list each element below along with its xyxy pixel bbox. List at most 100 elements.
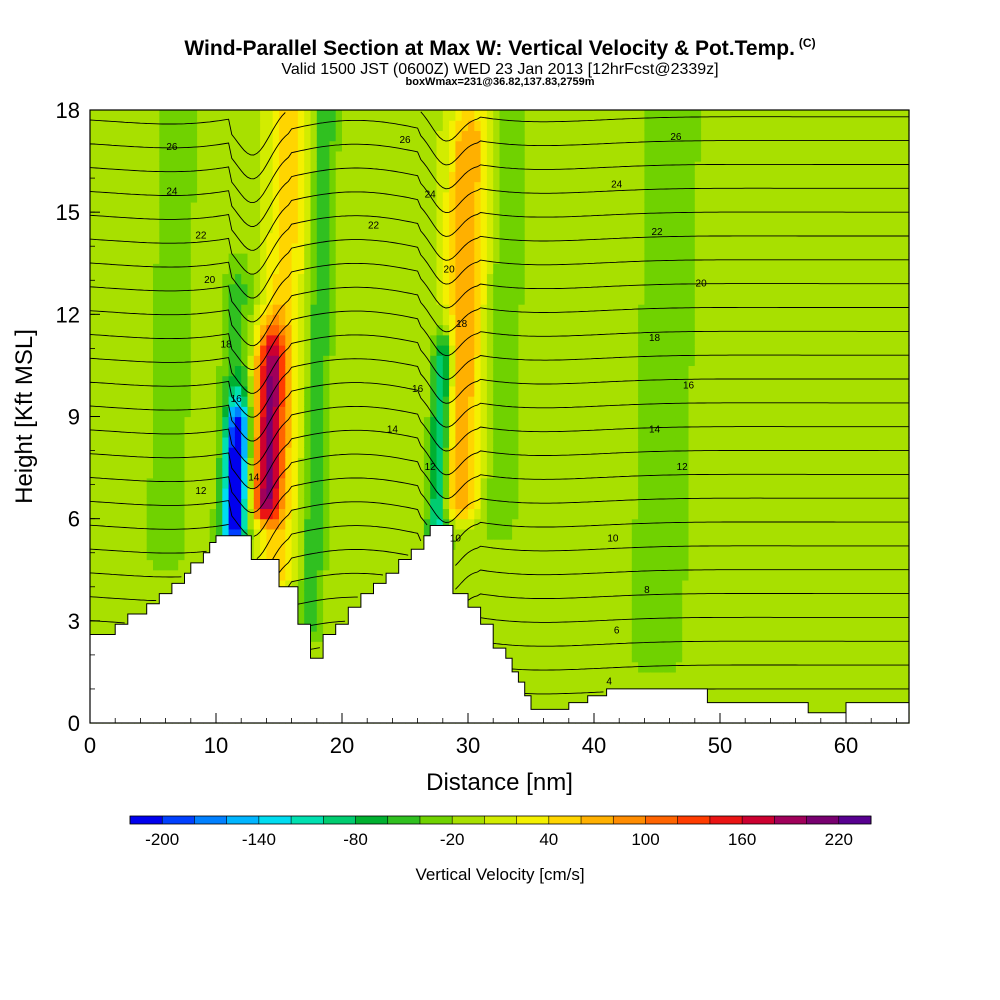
velocity-cell — [367, 436, 375, 448]
velocity-cell — [360, 191, 368, 203]
velocity-cell — [241, 232, 249, 244]
velocity-cell — [253, 518, 261, 530]
velocity-cell — [304, 171, 312, 183]
velocity-cell — [184, 334, 192, 346]
velocity-cell — [159, 539, 167, 550]
velocity-cell — [348, 600, 356, 612]
velocity-cell — [587, 467, 595, 479]
velocity-cell — [398, 355, 406, 367]
velocity-cell — [549, 682, 557, 693]
velocity-cell — [171, 406, 179, 418]
velocity-cell — [531, 467, 538, 479]
velocity-cell — [121, 488, 129, 499]
velocity-cell — [190, 528, 198, 540]
velocity-cell — [127, 447, 135, 458]
velocity-cell — [121, 273, 129, 285]
velocity-cell — [272, 120, 280, 132]
velocity-cell — [405, 201, 412, 213]
velocity-cell — [297, 467, 305, 479]
velocity-cell — [486, 559, 494, 571]
velocity-cell — [486, 314, 494, 326]
velocity-cell — [556, 344, 564, 356]
velocity-cell — [480, 304, 488, 315]
velocity-cell — [171, 436, 179, 448]
velocity-cell — [423, 140, 431, 152]
velocity-cell — [531, 130, 538, 142]
velocity-cell — [127, 110, 135, 121]
velocity-cell — [222, 498, 230, 510]
velocity-cell — [600, 314, 608, 326]
velocity-cell — [398, 426, 406, 438]
velocity-cell — [398, 140, 406, 152]
velocity-cell — [512, 212, 519, 223]
velocity-cell — [587, 539, 595, 550]
velocity-cell — [518, 110, 526, 121]
velocity-cell — [600, 120, 608, 132]
velocity-cell — [146, 375, 154, 387]
velocity-cell — [329, 273, 337, 285]
velocity-cell — [335, 569, 343, 581]
velocity-cell — [360, 539, 368, 550]
velocity-cell — [600, 201, 608, 213]
velocity-cell — [342, 569, 349, 581]
velocity-cell — [348, 355, 356, 367]
velocity-cell — [379, 324, 387, 336]
velocity-cell — [461, 344, 469, 356]
velocity-cell — [455, 171, 463, 183]
velocity-cell — [304, 283, 312, 295]
velocity-cell — [127, 232, 135, 244]
velocity-cell — [486, 436, 494, 448]
velocity-cell — [493, 559, 501, 571]
velocity-cell — [612, 641, 620, 653]
velocity-cell — [203, 242, 211, 254]
velocity-cell — [316, 610, 324, 622]
velocity-cell — [209, 436, 217, 448]
velocity-cell — [241, 191, 249, 203]
velocity-cell — [411, 498, 419, 510]
velocity-cell — [228, 344, 236, 356]
velocity-cell — [455, 355, 463, 367]
velocity-cell — [600, 355, 608, 367]
velocity-cell — [247, 324, 255, 336]
velocity-cell — [505, 579, 513, 591]
velocity-cell — [146, 171, 154, 183]
velocity-cell — [272, 528, 280, 540]
velocity-cell — [587, 171, 595, 183]
velocity-cell — [568, 539, 576, 550]
velocity-cell — [216, 457, 223, 469]
velocity-cell — [524, 518, 532, 530]
velocity-cell — [146, 222, 154, 234]
velocity-cell — [575, 467, 582, 479]
velocity-cell — [405, 140, 412, 152]
velocity-cell — [606, 436, 614, 448]
velocity-cell — [505, 344, 513, 356]
velocity-cell — [316, 324, 324, 336]
velocity-cell — [266, 457, 274, 469]
velocity-cell — [562, 590, 570, 601]
velocity-cell — [165, 436, 173, 448]
velocity-cell — [329, 130, 337, 142]
velocity-cell — [203, 191, 211, 203]
velocity-cell — [228, 242, 236, 254]
velocity-cell — [386, 508, 393, 520]
velocity-cell — [518, 385, 526, 397]
velocity-cell — [518, 457, 526, 469]
velocity-cell — [228, 110, 236, 121]
velocity-cell — [543, 671, 551, 683]
velocity-cell — [310, 447, 318, 458]
velocity-cell — [512, 590, 519, 601]
velocity-cell — [241, 263, 249, 275]
velocity-cell — [342, 263, 349, 275]
velocity-cell — [272, 457, 280, 469]
velocity-cell — [203, 161, 211, 172]
velocity-cell — [253, 488, 261, 499]
velocity-cell — [266, 314, 274, 326]
velocity-cell — [272, 375, 280, 387]
velocity-cell — [505, 242, 513, 254]
velocity-cell — [493, 631, 501, 642]
velocity-cell — [348, 150, 356, 162]
velocity-cell — [549, 110, 557, 121]
velocity-cell — [222, 488, 230, 499]
velocity-cell — [285, 201, 293, 213]
velocity-cell — [146, 334, 154, 346]
